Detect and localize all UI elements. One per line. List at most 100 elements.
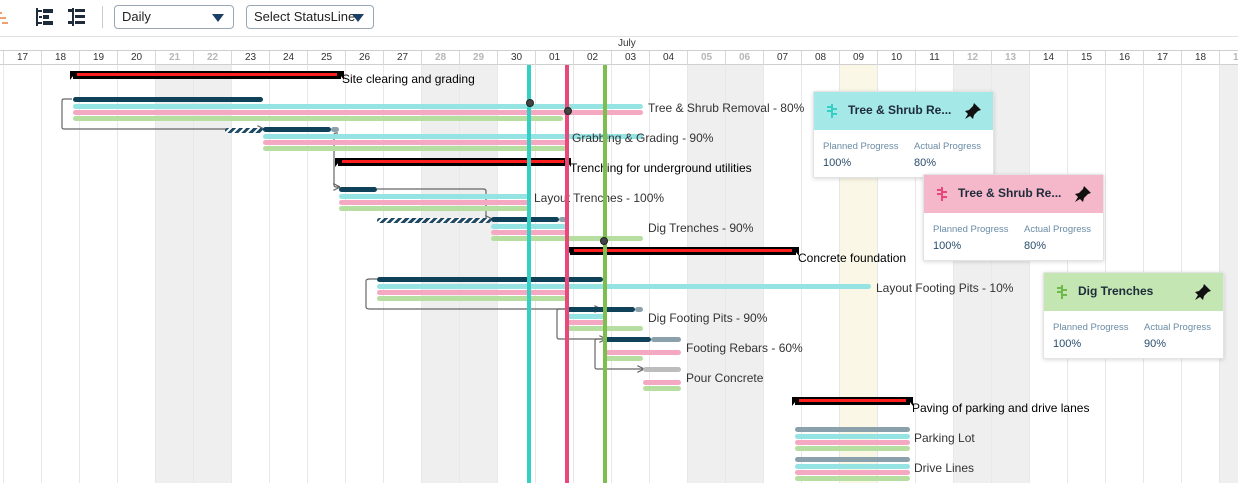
day-header-cell: 28 [421,51,459,65]
planned-progress-label: Planned Progress [1053,322,1129,333]
actual-bar-dig-footing[interactable] [567,307,635,312]
outdent-icon[interactable] [66,6,88,28]
day-header-cell: 07 [763,51,801,65]
actual-bar-layout-footing[interactable] [377,277,603,282]
cyan-baseline-layout-footing[interactable] [377,284,871,289]
link-t10-t11 [594,338,643,369]
day-header-cell: 10 [877,51,915,65]
day-column [649,65,687,483]
day-header-cell: 26 [345,51,383,65]
pink-baseline-parking-lot[interactable] [795,440,910,445]
green-baseline-drive-lines[interactable] [795,476,910,481]
pink-baseline-layout-trenches[interactable] [339,200,529,205]
indent-icon[interactable] [34,6,56,28]
task-label-grabbing: Grabbing & Grading - 90% [572,131,714,145]
day-column [3,65,41,483]
day-header-cell: 01 [535,51,573,65]
green-baseline-pour-concrete[interactable] [643,386,681,391]
green-baseline-tree-shrub[interactable] [73,116,563,121]
pin-icon[interactable] [964,102,982,120]
cyan-baseline-parking-lot[interactable] [795,434,910,439]
cyan-baseline-dig-footing[interactable] [567,314,605,319]
day-header-cell: 13 [991,51,1029,65]
day-column [877,65,915,483]
summary-bar-trenching[interactable] [335,158,571,167]
statusline-value: Select StatusLine [254,9,356,24]
actual-bar-tree-shrub[interactable] [73,97,263,102]
day-header-cell: 21 [155,51,193,65]
day-header-cell: 30 [497,51,535,65]
pink-baseline-layout-footing[interactable] [377,290,567,295]
view-mode-dropdown[interactable]: Daily [114,5,234,29]
statusline-marker [564,107,572,115]
remaining-bar-footing-rebars[interactable] [651,337,681,342]
task-label-parking-lot: Parking Lot [914,431,975,445]
caret-down-icon [352,14,364,22]
pink-baseline-drive-lines[interactable] [795,470,910,475]
pink-baseline-footing-rebars[interactable] [605,350,681,355]
month-header: July [0,36,1238,50]
card-title: Tree & Shrub Re... [958,186,1062,200]
actual-bar-footing-rebars[interactable] [605,337,651,342]
weekend-column [193,65,231,483]
cyan-baseline-grabbing[interactable] [263,134,643,139]
card-title: Dig Trenches [1078,284,1154,298]
pink-baseline-grabbing[interactable] [263,140,568,145]
link-t2-t3 [61,98,263,129]
statusline-green[interactable] [603,65,607,483]
task-label-layout-footing: Layout Footing Pits - 10% [876,281,1014,295]
day-header-cell: 05 [687,51,725,65]
cyan-baseline-layout-trenches[interactable] [339,194,529,199]
green-baseline-parking-lot[interactable] [795,446,910,451]
slack-bar-grabbing [225,128,263,133]
planned-bar-parking-lot[interactable] [795,427,910,432]
task-label-footing-rebars: Footing Rebars - 60% [686,341,803,355]
planned-bar-drive-lines[interactable] [795,457,910,462]
pink-baseline-pour-concrete[interactable] [643,380,681,385]
task-label-tree-shrub: Tree & Shrub Removal - 80% [648,101,805,115]
task-label-trenching: Trenching for underground utilities [570,161,752,175]
statusline-icon [934,186,950,202]
statusline-marker [526,99,534,107]
pin-icon[interactable] [1194,283,1212,301]
green-baseline-layout-footing[interactable] [377,296,567,301]
day-header-cell: 19 [79,51,117,65]
green-baseline-grabbing[interactable] [263,146,568,151]
remaining-bar-grabbing[interactable] [331,127,339,132]
day-column [345,65,383,483]
summary-bar-paving[interactable] [792,397,913,406]
planned-bar-pour-concrete[interactable] [643,367,681,372]
day-header-cell: 27 [383,51,421,65]
pink-baseline-dig-footing[interactable] [567,320,605,325]
summary-bar-concrete-foundation[interactable] [567,247,799,256]
cyan-baseline-drive-lines[interactable] [795,464,910,469]
card-title: Tree & Shrub Re... [848,103,952,117]
pink-baseline-tree-shrub[interactable] [73,110,643,115]
statusline-dropdown[interactable]: Select StatusLine [246,5,374,29]
remaining-bar-dig-trenches[interactable] [559,217,567,222]
summary-bar-site-clearing[interactable] [70,71,344,80]
actual-bar-dig-trenches[interactable] [491,217,559,222]
day-header-cell: 14 [1029,51,1067,65]
link-t9-t10 [556,308,605,339]
gantt-icon[interactable] [0,6,14,28]
weekend-column [687,65,725,483]
day-header-cell: 18 [1181,51,1219,65]
green-baseline-layout-trenches[interactable] [339,206,529,211]
slack-bar-dig-trenches [377,218,491,223]
actual-bar-layout-trenches[interactable] [339,187,377,192]
actual-bar-grabbing[interactable] [263,127,331,132]
pin-icon[interactable] [1074,185,1092,203]
green-baseline-footing-rebars[interactable] [605,356,643,361]
day-header-cell: 24 [269,51,307,65]
remaining-bar-dig-footing[interactable] [635,307,643,312]
cyan-baseline-tree-shrub[interactable] [73,104,643,109]
statusline-cyan[interactable] [527,65,531,483]
card-header: Dig Trenches [1044,273,1223,311]
statusline-marker [600,237,608,245]
statusline-pink[interactable] [565,65,569,483]
day-column [41,65,79,483]
actual-progress-label: Actual Progress [1144,322,1212,333]
actual-progress-label: Actual Progress [914,141,982,152]
day-header-cell: 04 [649,51,687,65]
